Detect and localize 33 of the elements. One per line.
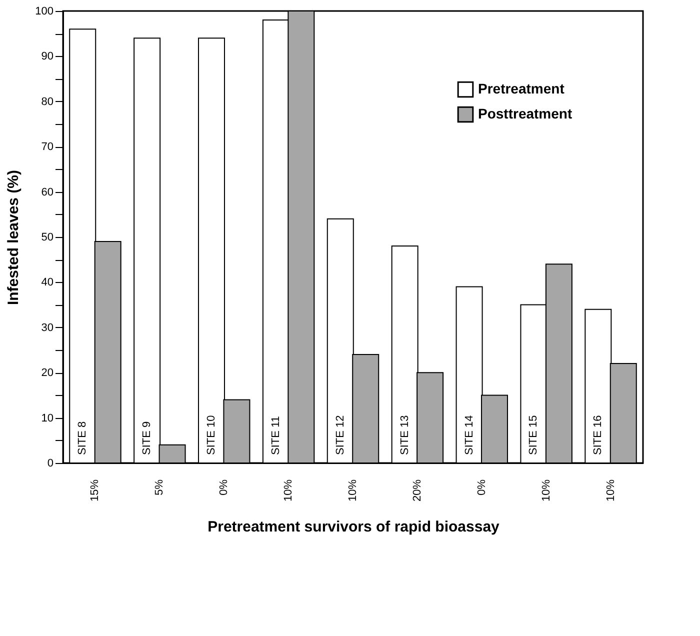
y-tick-label: 20 [41,367,54,380]
annotation: SITE 10 [206,415,218,455]
x-tick-label: 5% [154,479,166,496]
legend-label: Posttreatment [478,106,572,122]
y-tick-label: 100 [35,6,54,18]
y-axis-title: Infested leaves (%) [5,170,22,306]
annotation: SITE 14 [463,415,476,455]
y-tick-label: 10 [41,412,54,424]
x-tick-label: 10% [540,479,552,502]
x-tick-label: 0% [476,479,488,496]
y-tick-label: 90 [41,50,54,63]
x-tick-label: 10% [347,479,359,502]
y-tick-label: 50 [41,232,54,244]
y-tick-label: 0 [47,458,54,470]
y-tick-label: 70 [41,141,54,154]
annotation: SITE 9 [141,421,154,455]
x-axis-title: Pretreatment survivors of rapid bioassay [208,518,500,536]
x-tick-label: 10% [604,479,617,502]
x-tick-label: 0% [218,479,230,496]
annotation: SITE 15 [528,415,540,455]
annotation: SITE 13 [398,415,411,455]
x-tick-label: 15% [89,479,102,502]
x-tick-label: 10% [282,479,295,502]
annotation: SITE 8 [76,421,89,455]
annotation: SITE 16 [592,415,604,455]
y-tick-label: 60 [41,186,54,198]
legend-label: Pretreatment [478,80,565,96]
annotation: SITE 11 [270,416,282,455]
annotation: SITE 12 [334,415,346,455]
y-tick-label: 80 [41,96,54,108]
y-tick-label: 40 [41,276,54,289]
y-tick-label: 30 [41,322,54,334]
x-tick-label: 20% [411,479,424,502]
